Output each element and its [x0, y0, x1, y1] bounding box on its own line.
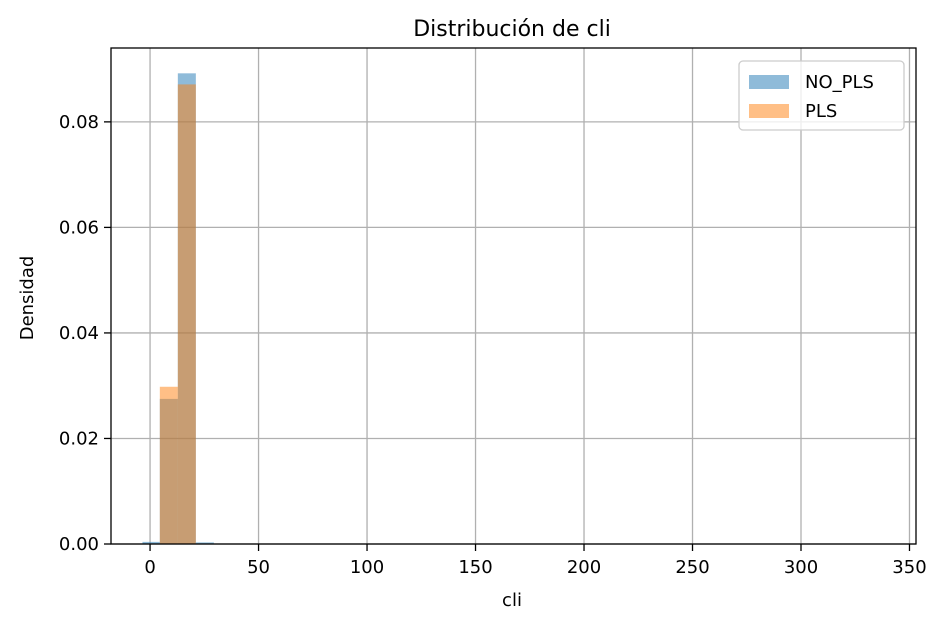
y-axis-label: Densidad	[17, 256, 38, 341]
y-tick-label: 0.02	[59, 428, 99, 449]
x-axis-label: cli	[502, 590, 522, 611]
x-tick-label: 50	[247, 557, 270, 578]
legend-swatch	[749, 104, 789, 118]
y-tick-label: 0.00	[59, 534, 99, 555]
legend-swatch	[749, 75, 789, 89]
y-tick-label: 0.06	[59, 217, 99, 238]
bar-no-pls-0	[142, 541, 160, 544]
bar-pls-0	[159, 386, 178, 544]
bar-no-pls-3	[195, 542, 214, 544]
legend: NO_PLS PLS	[738, 60, 905, 131]
y-axis: 0.00 0.02 0.04 0.06 0.08	[59, 112, 111, 555]
x-tick-label: 250	[675, 557, 709, 578]
bars	[142, 73, 214, 544]
x-tick-label: 200	[567, 557, 601, 578]
y-tick-label: 0.08	[59, 112, 99, 133]
chart-title: Distribución de cli	[413, 17, 611, 42]
legend-label: NO_PLS	[805, 72, 874, 93]
x-axis: 0 50 100 150 200 250 300 350	[144, 544, 927, 578]
plot-frame	[110, 47, 917, 545]
x-tick-label: 100	[350, 557, 384, 578]
x-tick-label: 350	[892, 557, 926, 578]
legend-label: PLS	[805, 101, 837, 122]
bar-pls-1	[177, 84, 196, 544]
x-tick-label: 300	[784, 557, 818, 578]
x-tick-label: 150	[458, 557, 492, 578]
y-tick-label: 0.04	[59, 323, 99, 344]
x-tick-label: 0	[144, 557, 155, 578]
